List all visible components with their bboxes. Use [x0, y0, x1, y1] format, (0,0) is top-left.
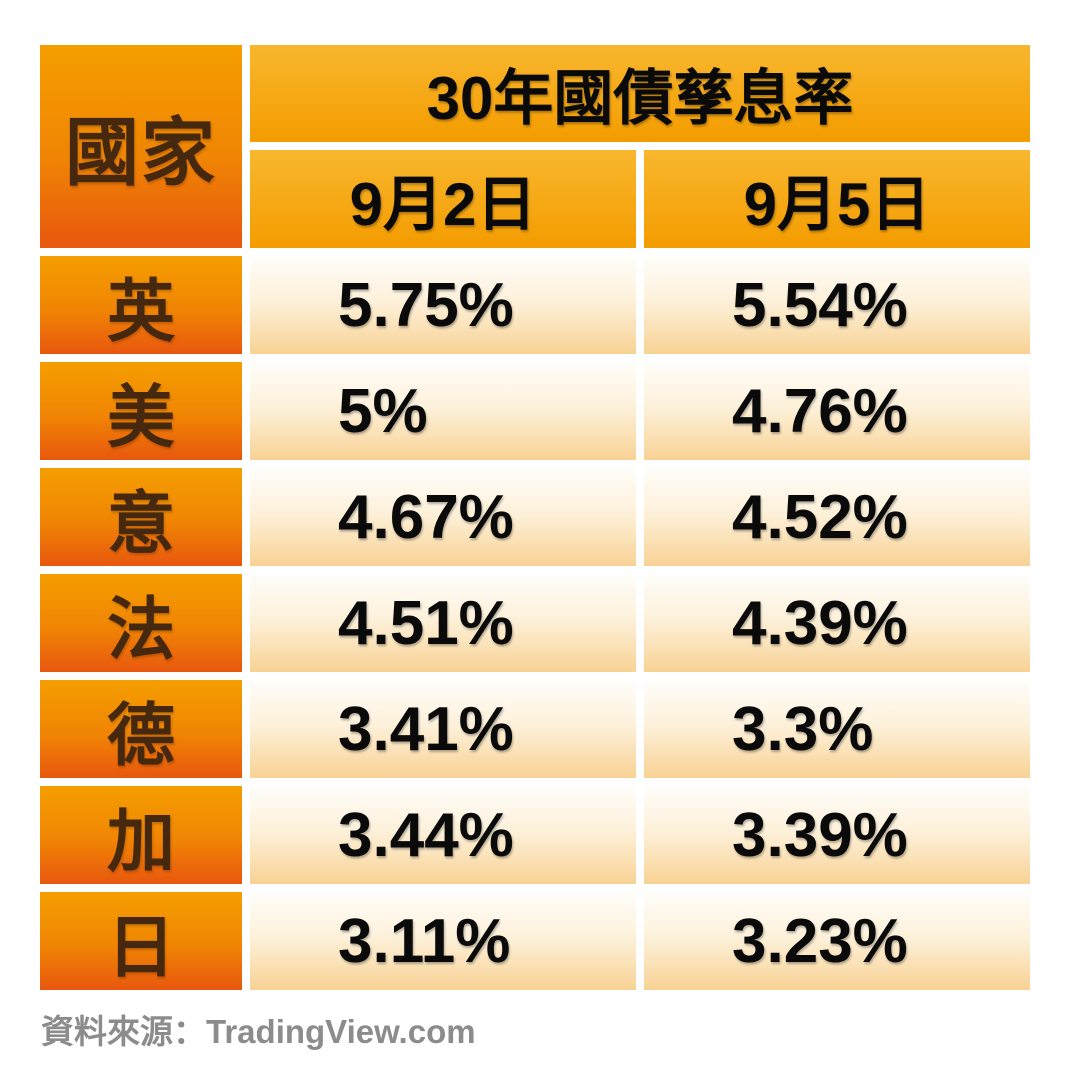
country-cell-canada: 加 [40, 786, 242, 884]
value-cell-us-sep2: 5% [250, 362, 636, 460]
value-cell-france-sep5: 4.39% [644, 574, 1030, 672]
value-cell-uk-sep5: 5.54% [644, 256, 1030, 354]
country-cell-italy: 意 [40, 468, 242, 566]
value-cell-germany-sep5: 3.3% [644, 680, 1030, 778]
value-cell-uk-sep2: 5.75% [250, 256, 636, 354]
country-cell-japan: 日 [40, 892, 242, 990]
value-cell-japan-sep5: 3.23% [644, 892, 1030, 990]
main-header-title: 30年國債孳息率 [250, 45, 1030, 142]
value-cell-japan-sep2: 3.11% [250, 892, 636, 990]
date-header-sep5: 9月5日 [644, 150, 1030, 248]
country-cell-france: 法 [40, 574, 242, 672]
country-cell-us: 美 [40, 362, 242, 460]
value-cell-italy-sep5: 4.52% [644, 468, 1030, 566]
country-cell-uk: 英 [40, 256, 242, 354]
value-cell-italy-sep2: 4.67% [250, 468, 636, 566]
date-header-sep2: 9月2日 [250, 150, 636, 248]
value-cell-canada-sep5: 3.39% [644, 786, 1030, 884]
corner-header-country: 國家 [40, 45, 242, 248]
value-cell-canada-sep2: 3.44% [250, 786, 636, 884]
bond-yield-table: 國家 30年國債孳息率 9月2日 9月5日 英 5.75% 5.54% 美 5%… [40, 45, 1030, 990]
value-cell-germany-sep2: 3.41% [250, 680, 636, 778]
data-source-note: 資料來源：TradingView.com [41, 1013, 476, 1050]
country-cell-germany: 德 [40, 680, 242, 778]
value-cell-us-sep5: 4.76% [644, 362, 1030, 460]
value-cell-france-sep2: 4.51% [250, 574, 636, 672]
